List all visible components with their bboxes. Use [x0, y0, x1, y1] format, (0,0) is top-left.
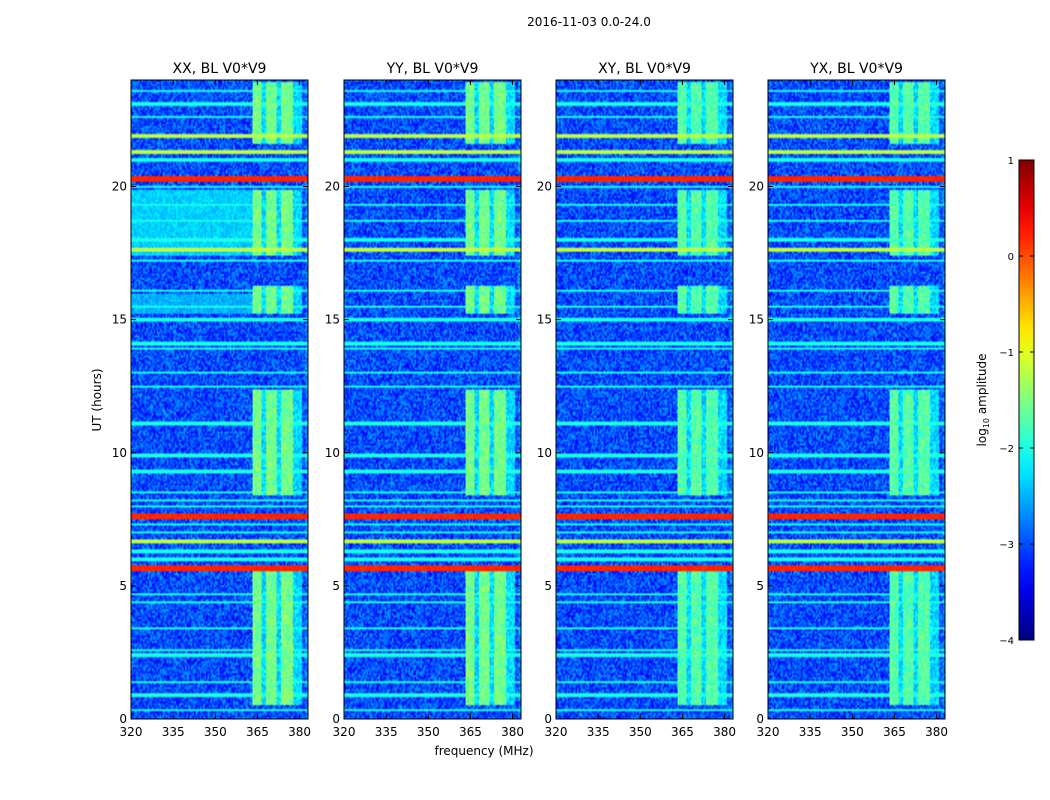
y-tick-label: 10 [112, 446, 127, 460]
y-tick-label: 15 [537, 313, 552, 327]
colorbar-tick-label: −3 [999, 540, 1014, 551]
colorbar-tick-label: 0 [1008, 252, 1014, 263]
x-tick-label: 320 [333, 725, 356, 739]
colorbar-tick-label: −2 [999, 444, 1014, 455]
panel-yy: YY, BL V0*V9 320 335 350 365 380 0 5 10 15 20 [325, 61, 524, 739]
heatmap-image [344, 80, 521, 719]
x-tick-label: 365 [459, 725, 482, 739]
y-tick-label: 0 [119, 712, 127, 726]
colorbar-label: log10 amplitude [975, 354, 991, 447]
x-axis-label: frequency (MHz) [434, 744, 533, 758]
y-tick-label: 15 [749, 313, 764, 327]
x-tick-label: 335 [162, 725, 185, 739]
y-tick-label: 10 [537, 446, 552, 460]
x-tick-label: 350 [629, 725, 652, 739]
y-tick-label: 20 [325, 180, 340, 194]
y-tick-label: 0 [756, 712, 764, 726]
x-tick-label: 380 [501, 725, 524, 739]
y-axis-label: UT (hours) [90, 368, 104, 431]
colorbar-label-subscript: 10 [982, 418, 991, 428]
x-tick-label: 335 [587, 725, 610, 739]
x-tick-label: 320 [757, 725, 780, 739]
y-tick-label: 20 [537, 180, 552, 194]
colorbar-tick-label: 1 [1008, 156, 1014, 167]
panel-title: YX, BL V0*V9 [809, 61, 903, 77]
panel-yx: YX, BL V0*V9 320 335 350 365 380 0 5 10 15 20 [749, 61, 948, 739]
panel-title: YY, BL V0*V9 [386, 61, 479, 77]
y-tick-label: 0 [544, 712, 552, 726]
panel-title: XY, BL V0*V9 [598, 61, 691, 77]
colorbar-label-base: log [975, 428, 989, 446]
axes-frame [343, 79, 522, 720]
y-tick-label: 15 [325, 313, 340, 327]
x-tick-label: 350 [417, 725, 440, 739]
y-tick-label: 5 [544, 579, 552, 593]
x-tick-label: 320 [545, 725, 568, 739]
x-tick-label: 350 [841, 725, 864, 739]
y-tick-label: 15 [112, 313, 127, 327]
y-tick-label: 10 [749, 446, 764, 460]
x-tick-label: 380 [925, 725, 948, 739]
y-tick-label: 5 [119, 579, 127, 593]
colorbar-tick-label: −4 [999, 636, 1014, 647]
y-tick-label: 20 [112, 180, 127, 194]
x-tick-label: 320 [120, 725, 143, 739]
y-tick-label: 0 [332, 712, 340, 726]
x-tick-label: 365 [671, 725, 694, 739]
x-tick-label: 365 [246, 725, 269, 739]
figure-suptitle: 2016-11-03 0.0-24.0 [527, 15, 651, 29]
y-tick-label: 5 [756, 579, 764, 593]
colorbar-tick-label: −1 [999, 348, 1014, 359]
colorbar-label-rest: amplitude [975, 354, 989, 418]
panel-xy: XY, BL V0*V9 320 335 350 365 380 0 5 10 15 20 [537, 61, 736, 739]
x-tick-label: 335 [375, 725, 398, 739]
x-tick-label: 380 [288, 725, 311, 739]
colorbar-gradient [1018, 159, 1035, 641]
axes-frame [555, 79, 734, 720]
axes-frame [130, 79, 309, 720]
heatmap-image [131, 80, 308, 719]
panel-title: XX, BL V0*V9 [173, 61, 267, 77]
heatmap-image [768, 80, 945, 719]
axes-frame [767, 79, 946, 720]
y-tick-label: 20 [749, 180, 764, 194]
y-tick-label: 5 [332, 579, 340, 593]
x-tick-label: 350 [204, 725, 227, 739]
panel-xx: XX, BL V0*V9 320 335 350 365 380 0 5 10 15 20 [112, 61, 311, 739]
x-tick-label: 365 [883, 725, 906, 739]
x-tick-label: 335 [799, 725, 822, 739]
heatmap-image [556, 80, 733, 719]
y-tick-label: 10 [325, 446, 340, 460]
x-tick-label: 380 [713, 725, 736, 739]
